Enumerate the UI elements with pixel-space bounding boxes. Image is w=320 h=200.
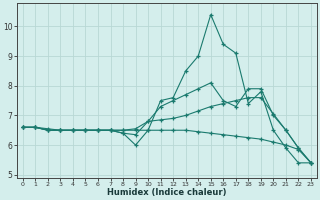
X-axis label: Humidex (Indice chaleur): Humidex (Indice chaleur) [107, 188, 227, 197]
